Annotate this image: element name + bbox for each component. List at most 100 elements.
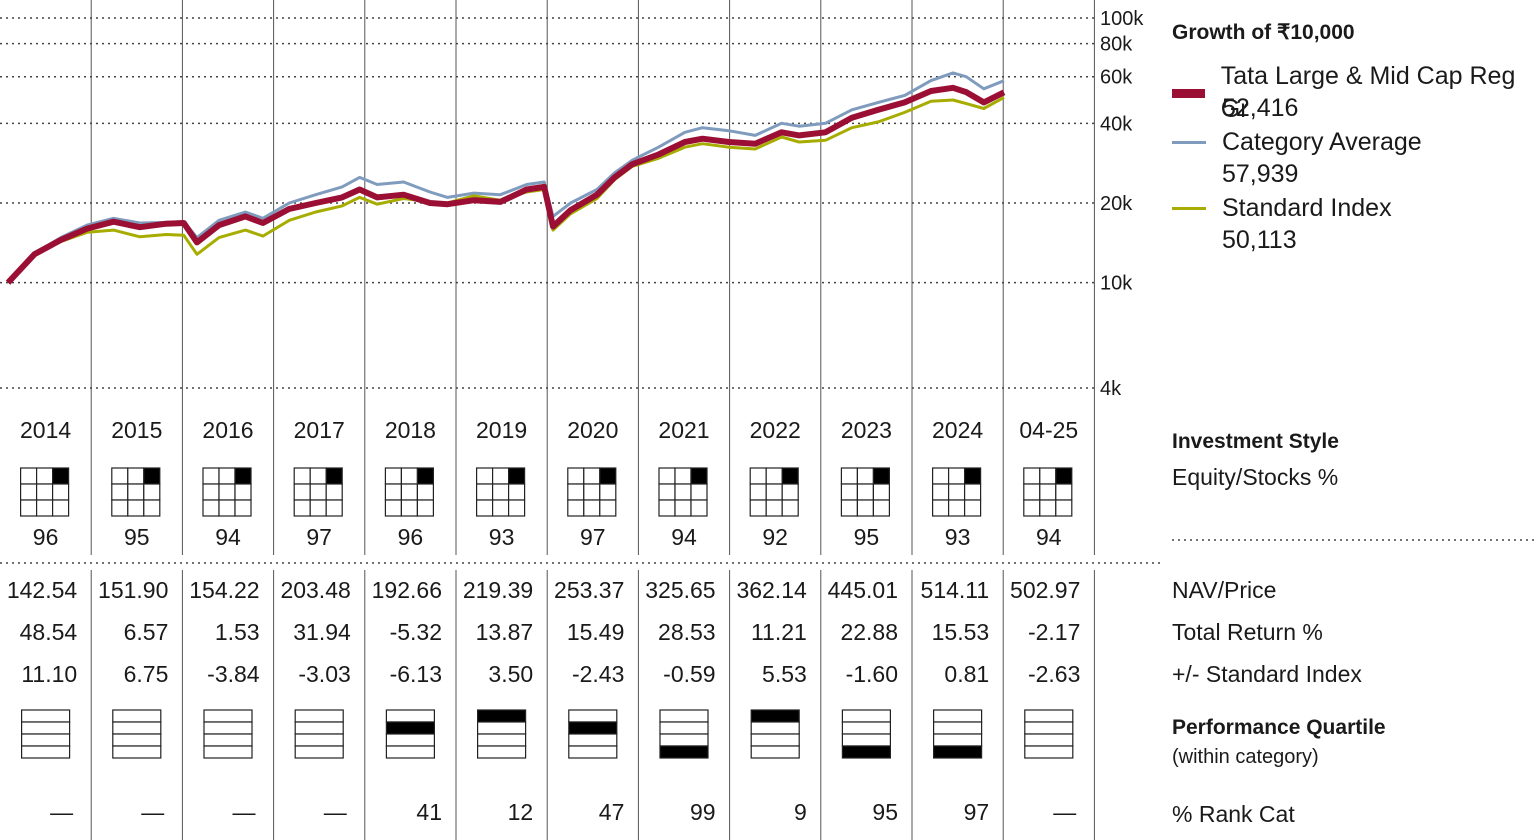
within-category-label: (within category): [1172, 746, 1319, 768]
plus-minus-value: -2.63: [1028, 661, 1080, 687]
y-tick-label: 20k: [1100, 193, 1133, 215]
quartile-cell: [1024, 745, 1074, 759]
style-box-cell: [202, 483, 220, 501]
nav-price-value: 192.66: [372, 577, 442, 603]
rank-cat-value: —: [141, 799, 164, 825]
column-dividers: [90, 0, 1095, 840]
series-line-tata-large-mid-cap-reg-gr: [5, 84, 1006, 285]
style-box-cell: [840, 483, 859, 501]
style-box-cell: [51, 467, 70, 485]
quartile-cell: [112, 721, 162, 735]
total-return-value: 28.53: [658, 619, 716, 645]
series-lines: [5, 71, 1006, 285]
style-box-cell: [583, 483, 601, 501]
rank-cat-value: 99: [690, 799, 716, 825]
style-box-cell: [20, 467, 38, 485]
year-label: 2015: [111, 417, 162, 443]
style-box-cell: [1055, 483, 1073, 501]
style-box-cell: [567, 483, 585, 501]
style-box-cell: [947, 499, 966, 517]
style-box-cell: [840, 467, 859, 485]
nav-price-value: 325.65: [645, 577, 715, 603]
style-box-cell: [476, 483, 494, 501]
rank-cat-value: 97: [964, 799, 990, 825]
style-box-cell: [143, 499, 161, 517]
style-box-cell: [674, 499, 692, 517]
year-label: 2022: [750, 417, 801, 443]
nav-price-value: 362.14: [736, 577, 807, 603]
style-box-cell: [508, 483, 526, 501]
equity-stocks-value: 94: [215, 524, 241, 550]
style-box-cell: [51, 499, 70, 517]
style-box-cell: [931, 483, 950, 501]
nav-price-value: 154.22: [189, 577, 259, 603]
year-label: 2018: [385, 417, 436, 443]
total-return-value: 15.49: [567, 619, 625, 645]
total-return-value: 15.53: [932, 619, 990, 645]
style-box-cell: [202, 467, 220, 485]
quartile-cell: [1024, 709, 1074, 723]
style-box-cell: [416, 499, 434, 517]
style-box-cell: [325, 499, 343, 517]
quartile-cell: [659, 745, 709, 759]
year-label: 04-25: [1019, 417, 1078, 443]
rank-cat-value: —: [50, 799, 73, 825]
year-label: 2024: [932, 417, 983, 443]
style-box-cell: [856, 499, 875, 517]
style-box-cell: [309, 499, 327, 517]
nav-price-value: 142.54: [7, 577, 78, 603]
nav-price-value: 445.01: [828, 577, 898, 603]
style-box-cell: [765, 483, 783, 501]
quartile-cell: [1024, 721, 1074, 735]
quartile-cell: [294, 745, 344, 759]
year-label: 2014: [20, 417, 71, 443]
style-box-cell: [325, 467, 343, 485]
plus-minus-value: 11.10: [21, 661, 77, 687]
rank-cat-value: —: [233, 799, 256, 825]
annual-table: 2014 96 142.54 48.54 11.10 — 2015 95 151.90 6.57 6…: [7, 417, 1081, 825]
plus-minus-value: -3.03: [298, 661, 350, 687]
style-box-cell: [143, 467, 161, 485]
legend-label-index: Standard Index: [1222, 194, 1392, 222]
style-box-cell: [947, 483, 966, 501]
year-label: 2020: [567, 417, 618, 443]
total-return-value: 48.54: [20, 619, 78, 645]
legend-value-index: 50,113: [1222, 226, 1297, 254]
style-box-cell: [931, 467, 950, 485]
style-box-cell: [416, 467, 434, 485]
style-box-cell: [492, 483, 510, 501]
style-box-cell: [1055, 467, 1073, 485]
style-box-cell: [400, 467, 418, 485]
style-box-cell: [781, 483, 799, 501]
style-box-cell: [111, 467, 129, 485]
style-box-cell: [781, 467, 799, 485]
rank-cat-value: 47: [599, 799, 625, 825]
style-box-cell: [1023, 467, 1041, 485]
legend-swatch-index: [1172, 207, 1206, 210]
quartile-cell: [385, 745, 435, 759]
total-return-value: 13.87: [476, 619, 534, 645]
quartile-cell: [659, 733, 709, 747]
rank-cat-value: 12: [508, 799, 534, 825]
style-box-cell: [143, 483, 161, 501]
quartile-cell: [203, 709, 253, 723]
plus-minus-value: -0.59: [663, 661, 715, 687]
style-box-cell: [476, 499, 494, 517]
style-box-cell: [508, 467, 526, 485]
plus-minus-value: -3.84: [207, 661, 260, 687]
style-box-cell: [765, 499, 783, 517]
style-box-cell: [218, 499, 236, 517]
style-box-cell: [658, 467, 676, 485]
style-box-cell: [20, 499, 38, 517]
total-return-value: 31.94: [293, 619, 351, 645]
quartile-cell: [841, 733, 892, 747]
total-return-label: Total Return %: [1172, 619, 1323, 645]
style-box-cell: [476, 467, 494, 485]
quartile-cell: [750, 709, 800, 723]
style-box-cell: [35, 467, 54, 485]
legend-value-fund: 52,416: [1222, 94, 1299, 122]
style-box-cell: [765, 467, 783, 485]
quartile-cell: [568, 709, 618, 723]
equity-stocks-value: 95: [854, 524, 880, 550]
quartile-cell: [841, 721, 892, 735]
